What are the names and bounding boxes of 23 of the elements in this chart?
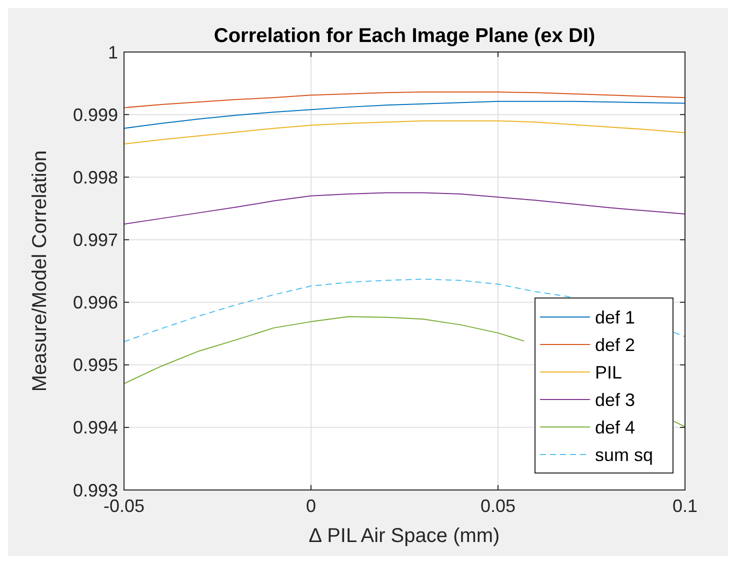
y-tick-label: 0.995 [72,355,118,376]
line-series [124,192,686,225]
y-tick-label: 0.999 [72,104,118,125]
legend-label: def 4 [595,417,636,438]
line-series [124,120,686,144]
chart-title: Correlation for Each Image Plane (ex DI) [214,25,596,47]
line-series [124,100,686,129]
y-tick-label: 0.994 [72,418,118,438]
x-tick-label: 0 [306,496,316,516]
legend-label: sum sq [595,444,654,465]
y-tick-label: 0.997 [72,230,118,250]
y-tick-label: 0.998 [72,167,118,188]
y-axis-title: Measure/Model Correlation [29,150,51,392]
x-axis-title: ∆ PIL Air Space (mm) [309,525,500,547]
x-tick-label: 0.05 [480,496,516,516]
y-tick-label: 1 [108,42,118,62]
legend-label: def 3 [595,390,636,410]
legend-label: def 2 [595,334,636,355]
x-tick-label: 0.1 [672,496,698,516]
legend-label: def 1 [595,307,636,328]
line-series [124,92,686,108]
y-tick-label: 0.996 [72,292,118,313]
legend-label: PIL [595,362,622,382]
